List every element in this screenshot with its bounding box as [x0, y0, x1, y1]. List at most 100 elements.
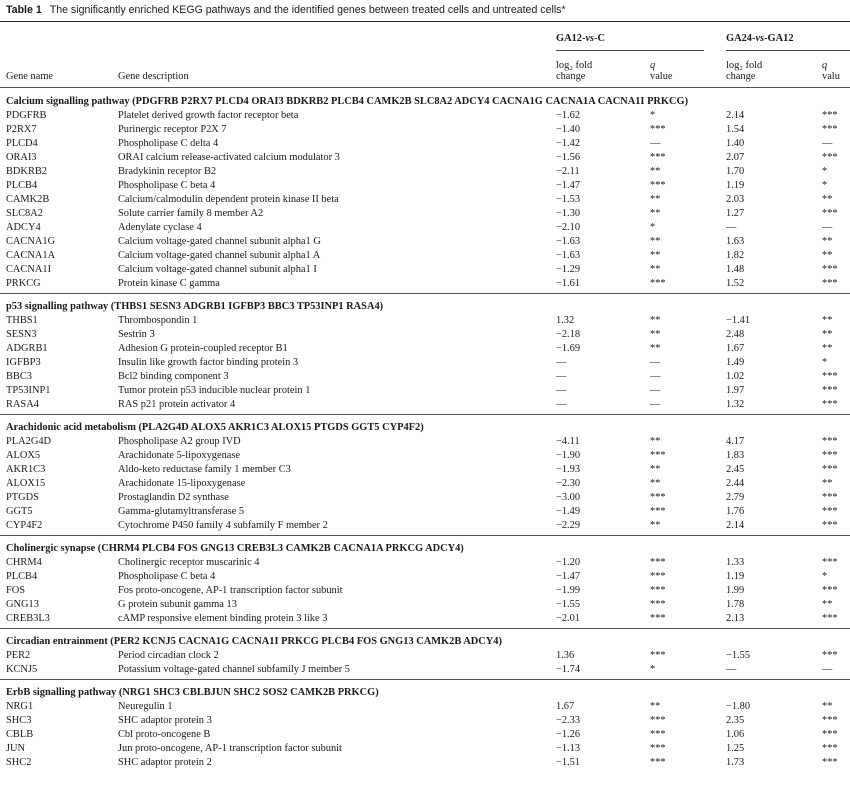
- q-value-ga24-vs-ga12-cell: *: [822, 571, 828, 582]
- log2-fold-change-ga12-vs-c-cell: −1.74: [556, 664, 581, 675]
- log2-fold-change-ga24-vs-ga12-cell: 1.27: [726, 208, 745, 219]
- gene-description-cell: Purinergic receptor P2X 7: [118, 124, 227, 135]
- log2-fold-change-ga12-vs-c-cell: −1.49: [556, 506, 581, 517]
- table-row: RASA4 RAS p21 protein activator 4 — — 1.32 **…: [0, 398, 850, 412]
- gene-description-cell: Neuregulin 1: [118, 701, 173, 712]
- header-rule: [0, 87, 850, 88]
- q-value-ga12-vs-c-cell: **: [650, 343, 661, 354]
- table-caption: Table 1 The significantly enriched KEGG p…: [6, 4, 566, 16]
- q-value-ga24-vs-ga12-cell: ***: [822, 520, 838, 531]
- q-value-ga12-vs-c-cell: ***: [650, 450, 666, 461]
- log2-fold-change-ga12-vs-c-cell: 1.67: [556, 701, 575, 712]
- gene-name-cell: CHRM4: [6, 557, 42, 568]
- table-row: GGT5 Gamma-glutamyltransferase 5 −1.49 *** 1…: [0, 505, 850, 519]
- q-value-ga12-vs-c-cell: **: [650, 208, 661, 219]
- q-value-ga24-vs-ga12-cell: ***: [822, 743, 838, 754]
- q-value-ga24-vs-ga12-cell: ***: [822, 492, 838, 503]
- q-value-ga24-vs-ga12-cell: —: [822, 138, 833, 149]
- q-value-ga24-vs-ga12-cell: ***: [822, 385, 838, 396]
- log2-fold-change-ga24-vs-ga12-cell: 1.40: [726, 138, 745, 149]
- log2-fold-change-ga24-vs-ga12-cell: 2.13: [726, 613, 745, 624]
- table-row: THBS1 Thrombospondin 1 1.32 ** −1.41 **: [0, 314, 850, 328]
- log2-fold-change-ga24-vs-ga12-cell: 2.35: [726, 715, 745, 726]
- section-rule: [0, 628, 850, 629]
- gene-description-cell: Arachidonate 5-lipoxygenase: [118, 450, 241, 461]
- table-row: PLCD4 Phospholipase C delta 4 −1.42 — 1.40 —: [0, 137, 850, 151]
- gene-name-cell: SHC3: [6, 715, 32, 726]
- q-value-ga12-vs-c-cell: **: [650, 250, 661, 261]
- gene-description-cell: Fos proto-oncogene, AP-1 transcription f…: [118, 585, 343, 596]
- header-value-1: value: [650, 71, 673, 82]
- header-log2-fold-1: log₂ fold: [556, 60, 593, 71]
- table-row: ADGRB1 Adhesion G protein-coupled recepto…: [0, 342, 850, 356]
- q-value-ga12-vs-c-cell: *: [650, 664, 656, 675]
- gene-name-cell: CACNA1A: [6, 250, 56, 261]
- header-log2-fold-2: log₂ fold: [726, 60, 763, 71]
- gene-description-cell: G protein subunit gamma 13: [118, 599, 237, 610]
- table-row: PER2 Period circadian clock 2 1.36 *** −1.55…: [0, 649, 850, 663]
- gene-name-cell: GGT5: [6, 506, 33, 517]
- log2-fold-change-ga24-vs-ga12-cell: −1.55: [726, 650, 751, 661]
- table-row: PLCB4 Phospholipase C beta 4 −1.47 *** 1.19 *: [0, 570, 850, 584]
- q-value-ga12-vs-c-cell: **: [650, 264, 661, 275]
- pathway-section-header: Arachidonic acid metabolism (PLA2G4D ALO…: [0, 421, 850, 435]
- table-row: IGFBP3 Insulin like growth factor binding…: [0, 356, 850, 370]
- log2-fold-change-ga12-vs-c-cell: 1.32: [556, 315, 575, 326]
- q-value-ga24-vs-ga12-cell: ***: [822, 208, 838, 219]
- q-value-ga24-vs-ga12-cell: ***: [822, 715, 838, 726]
- table-row: PLCB4 Phospholipase C beta 4 −1.47 *** 1.19 *: [0, 179, 850, 193]
- log2-fold-change-ga12-vs-c-cell: −2.33: [556, 715, 581, 726]
- table-row: P2RX7 Purinergic receptor P2X 7 −1.40 *** 1.…: [0, 123, 850, 137]
- log2-fold-change-ga24-vs-ga12-cell: 2.79: [726, 492, 745, 503]
- q-value-ga12-vs-c-cell: *: [650, 110, 656, 121]
- table-row: CAMK2B Calcium/calmodulin dependent prote…: [0, 193, 850, 207]
- q-value-ga12-vs-c-cell: —: [650, 357, 661, 368]
- gene-description-cell: Cytochrome P450 family 4 subfamily F mem…: [118, 520, 328, 531]
- q-value-ga24-vs-ga12-cell: —: [822, 664, 833, 675]
- gene-name-cell: AKR1C3: [6, 464, 46, 475]
- pathway-title: Arachidonic acid metabolism (PLA2G4D ALO…: [6, 422, 424, 433]
- q-value-ga24-vs-ga12-cell: **: [822, 329, 833, 340]
- q-value-ga12-vs-c-cell: **: [650, 315, 661, 326]
- log2-fold-change-ga12-vs-c-cell: −1.62: [556, 110, 581, 121]
- log2-fold-change-ga24-vs-ga12-cell: 1.02: [726, 371, 745, 382]
- log2-fold-change-ga12-vs-c-cell: −1.53: [556, 194, 581, 205]
- gene-name-cell: BDKRB2: [6, 166, 47, 177]
- log2-fold-change-ga12-vs-c-cell: −1.63: [556, 236, 581, 247]
- q-value-ga12-vs-c-cell: ***: [650, 278, 666, 289]
- q-value-ga24-vs-ga12-cell: ***: [822, 110, 838, 121]
- log2-fold-change-ga24-vs-ga12-cell: 2.14: [726, 110, 745, 121]
- q-value-ga12-vs-c-cell: **: [650, 329, 661, 340]
- q-value-ga24-vs-ga12-cell: ***: [822, 557, 838, 568]
- log2-fold-change-ga12-vs-c-cell: −1.30: [556, 208, 581, 219]
- gene-name-cell: CACNA1G: [6, 236, 56, 247]
- q-value-ga12-vs-c-cell: **: [650, 236, 661, 247]
- log2-fold-change-ga24-vs-ga12-cell: 1.19: [726, 571, 745, 582]
- gene-description-cell: Cbl proto-oncogene B: [118, 729, 211, 740]
- table-row: PRKCG Protein kinase C gamma −1.61 *** 1.52 *…: [0, 277, 850, 291]
- header-q-1: q: [650, 60, 656, 71]
- log2-fold-change-ga24-vs-ga12-cell: 1.70: [726, 166, 745, 177]
- table-row: BDKRB2 Bradykinin receptor B2 −2.11 ** 1.70 *: [0, 165, 850, 179]
- log2-fold-change-ga24-vs-ga12-cell: 1.99: [726, 585, 745, 596]
- gene-name-cell: JUN: [6, 743, 26, 754]
- log2-fold-change-ga12-vs-c-cell: −1.56: [556, 152, 581, 163]
- caption-text: The significantly enriched KEGG pathways…: [49, 4, 566, 16]
- gene-name-cell: ADGRB1: [6, 343, 48, 354]
- section-rule: [0, 293, 850, 294]
- table-number: Table 1: [6, 4, 42, 16]
- gene-name-cell: KCNJ5: [6, 664, 38, 675]
- pathway-title: Circadian entrainment (PER2 KCNJ5 CACNA1…: [6, 636, 502, 647]
- q-value-ga12-vs-c-cell: ***: [650, 492, 666, 503]
- log2-fold-change-ga24-vs-ga12-cell: 1.82: [726, 250, 745, 261]
- gene-name-cell: ALOX15: [6, 478, 46, 489]
- pathway-title: p53 signalling pathway (THBS1 SESN3 ADGR…: [6, 301, 384, 312]
- q-value-ga12-vs-c-cell: —: [650, 371, 661, 382]
- log2-fold-change-ga24-vs-ga12-cell: 1.83: [726, 450, 745, 461]
- section-rule: [0, 679, 850, 680]
- q-value-ga12-vs-c-cell: **: [650, 194, 661, 205]
- log2-fold-change-ga24-vs-ga12-cell: —: [726, 222, 737, 233]
- q-value-ga24-vs-ga12-cell: ***: [822, 152, 838, 163]
- gene-description-cell: Calcium voltage-gated channel subunit al…: [118, 236, 321, 247]
- q-value-ga24-vs-ga12-cell: **: [822, 478, 833, 489]
